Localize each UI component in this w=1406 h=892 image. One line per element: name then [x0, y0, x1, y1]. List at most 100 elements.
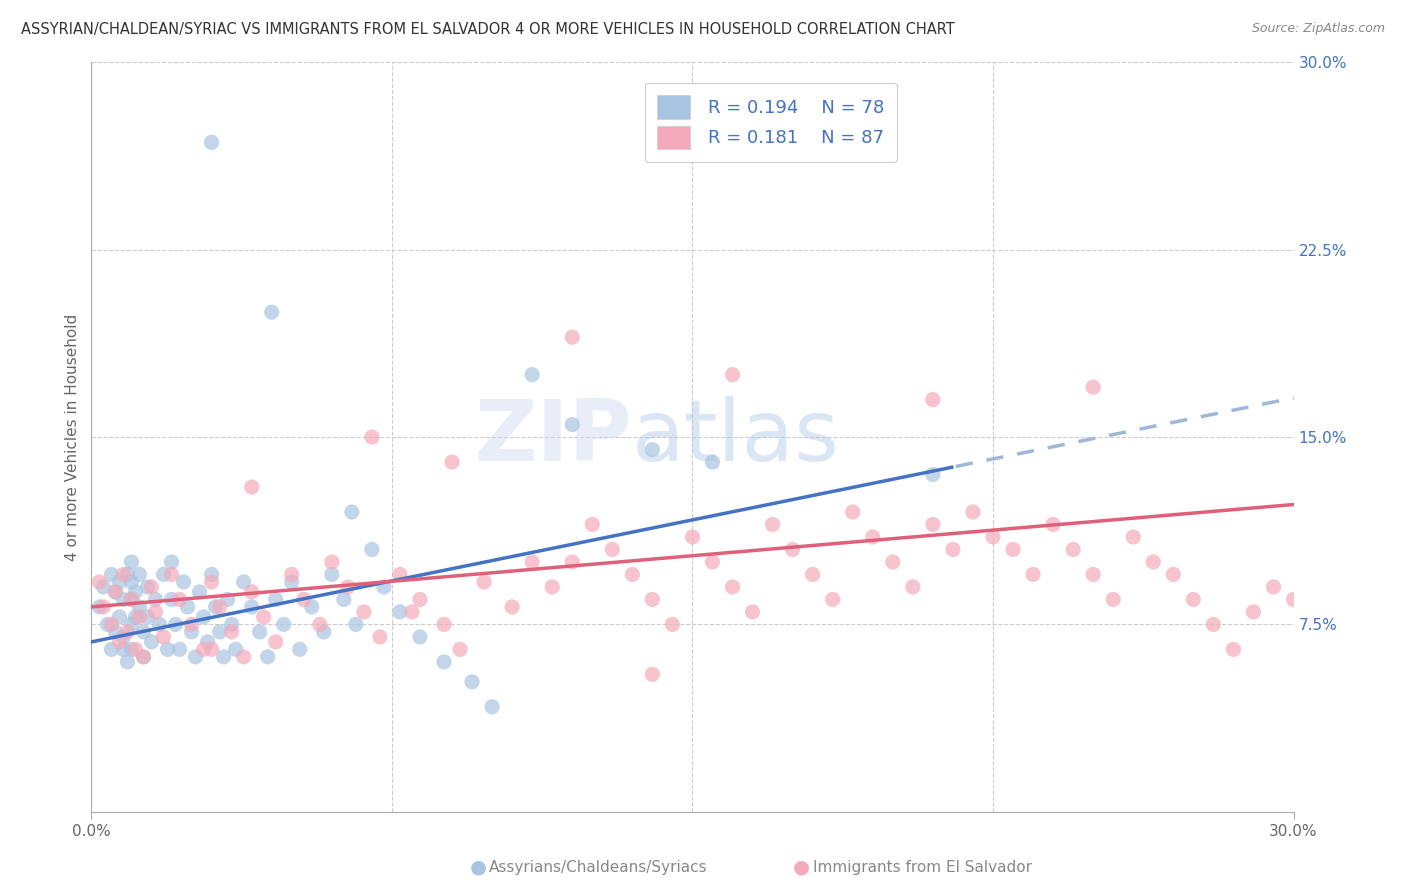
Point [312, 624, 335, 639]
Point [121, 617, 143, 632]
Point [1022, 567, 1045, 582]
Point [301, 599, 323, 614]
Point [136, 610, 159, 624]
Point [1163, 567, 1185, 582]
Point [901, 580, 924, 594]
Text: ZIP: ZIP [475, 395, 633, 479]
Point [762, 517, 785, 532]
Point [152, 567, 174, 582]
Point [169, 592, 191, 607]
Point [308, 617, 330, 632]
Point [721, 580, 744, 594]
Point [208, 599, 231, 614]
Point [193, 610, 215, 624]
Point [100, 567, 122, 582]
Point [132, 624, 155, 639]
Point [121, 555, 143, 569]
Point [100, 642, 122, 657]
Point [409, 630, 432, 644]
Point [104, 624, 127, 639]
Point [112, 630, 135, 644]
Point [180, 624, 202, 639]
Point [128, 599, 150, 614]
Text: ●: ● [793, 857, 810, 877]
Point [145, 592, 167, 607]
Point [240, 599, 263, 614]
Point [108, 610, 131, 624]
Point [344, 617, 367, 632]
Point [145, 605, 167, 619]
Point [240, 585, 263, 599]
Point [100, 617, 122, 632]
Point [340, 505, 363, 519]
Text: Source: ZipAtlas.com: Source: ZipAtlas.com [1251, 22, 1385, 36]
Point [104, 585, 127, 599]
Point [841, 505, 863, 519]
Point [1282, 592, 1305, 607]
Point [184, 649, 207, 664]
Point [93, 599, 115, 614]
Point [368, 630, 391, 644]
Point [1182, 592, 1205, 607]
Point [661, 617, 683, 632]
Point [321, 567, 343, 582]
Point [288, 642, 311, 657]
Point [281, 567, 304, 582]
Point [108, 635, 131, 649]
Point [152, 630, 174, 644]
Text: Immigrants from El Salvador: Immigrants from El Salvador [813, 860, 1032, 874]
Point [141, 635, 163, 649]
Point [240, 480, 263, 494]
Point [1083, 567, 1105, 582]
Point [581, 517, 603, 532]
Point [160, 555, 183, 569]
Point [702, 555, 724, 569]
Point [561, 555, 583, 569]
Point [260, 305, 283, 319]
Point [204, 599, 226, 614]
Point [373, 580, 395, 594]
Point [333, 592, 356, 607]
Point [121, 642, 143, 657]
Point [89, 574, 111, 589]
Point [208, 624, 231, 639]
Point [388, 567, 411, 582]
Point [336, 580, 359, 594]
Point [1243, 605, 1265, 619]
Point [232, 574, 254, 589]
Point [264, 592, 287, 607]
Point [1122, 530, 1144, 544]
Point [264, 635, 287, 649]
Point [173, 574, 195, 589]
Point [201, 574, 224, 589]
Point [561, 330, 583, 344]
Point [124, 642, 146, 657]
Point [1202, 617, 1225, 632]
Point [180, 617, 202, 632]
Point [112, 567, 135, 582]
Point [1062, 542, 1084, 557]
Point [136, 580, 159, 594]
Point [176, 599, 198, 614]
Point [225, 642, 247, 657]
Point [922, 467, 945, 482]
Point [197, 635, 219, 649]
Point [132, 649, 155, 664]
Point [962, 505, 984, 519]
Point [160, 592, 183, 607]
Point [449, 642, 471, 657]
Point [461, 674, 484, 689]
Point [942, 542, 965, 557]
Point [201, 567, 224, 582]
Point [409, 592, 432, 607]
Point [321, 555, 343, 569]
Point [201, 642, 224, 657]
Point [1142, 555, 1164, 569]
Point [221, 617, 243, 632]
Point [281, 574, 304, 589]
Point [522, 368, 544, 382]
Text: Assyrians/Chaldeans/Syriacs: Assyrians/Chaldeans/Syriacs [489, 860, 707, 874]
Text: ASSYRIAN/CHALDEAN/SYRIAC VS IMMIGRANTS FROM EL SALVADOR 4 OR MORE VEHICLES IN HO: ASSYRIAN/CHALDEAN/SYRIAC VS IMMIGRANTS F… [21, 22, 955, 37]
Point [217, 592, 239, 607]
Point [621, 567, 644, 582]
